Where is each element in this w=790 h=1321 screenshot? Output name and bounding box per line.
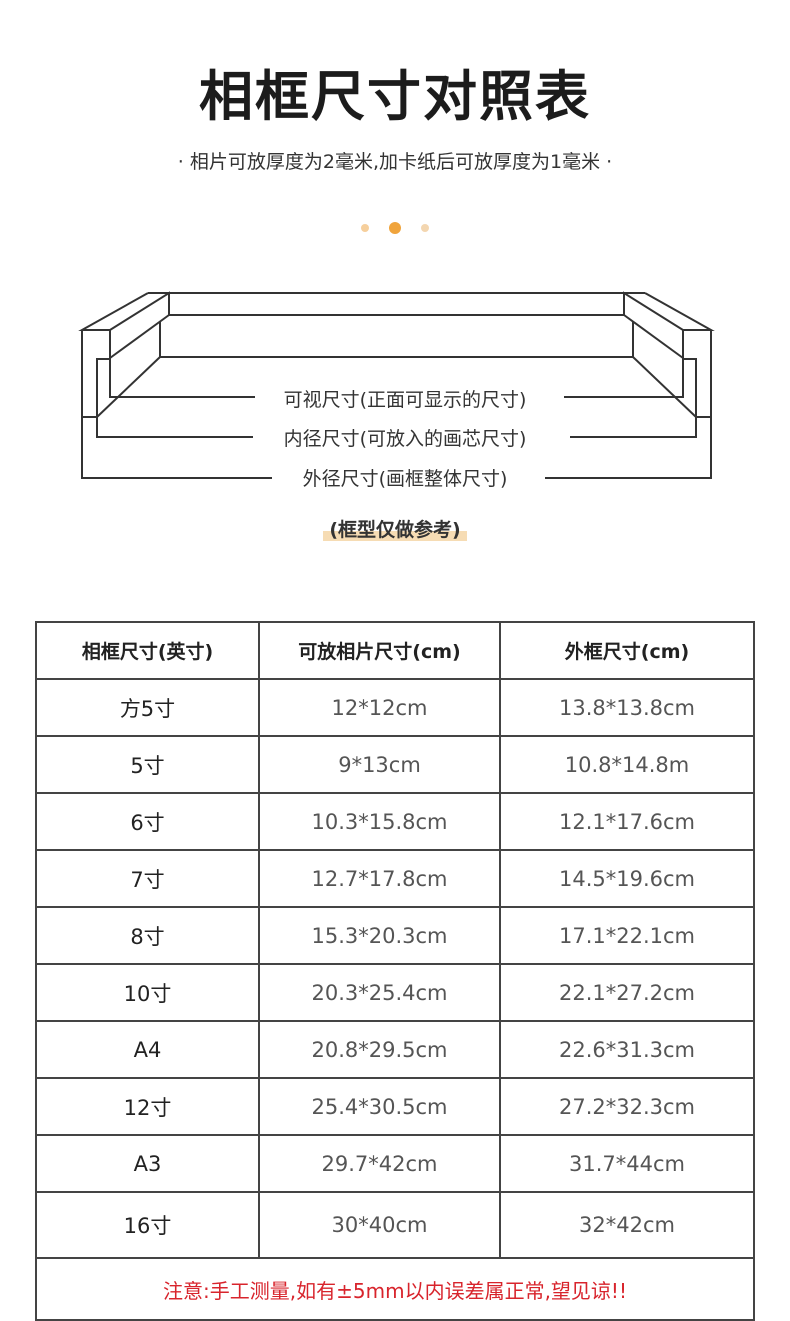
photo-size-cell: 9*13cm [258,735,501,794]
decorative-dots [0,222,790,234]
outer-size-cell: 27.2*32.3cm [499,1077,755,1136]
frame-size-cell: 10寸 [35,963,260,1022]
header-outer-size: 外框尺寸(cm) [499,621,755,680]
photo-size-cell: 12.7*17.8cm [258,849,501,908]
caption: (框型仅做参考) [0,515,790,542]
table-row: 8寸 15.3*20.3cm 17.1*22.1cm [35,906,755,965]
size-table: 相框尺寸(英寸) 可放相片尺寸(cm) 外框尺寸(cm) 方5寸 12*12cm 1… [35,621,755,1321]
photo-size-cell: 12*12cm [258,678,501,737]
caption-text: (框型仅做参考) [323,519,467,541]
dot-icon [421,224,429,232]
table-row: 6寸 10.3*15.8cm 12.1*17.6cm [35,792,755,851]
visible-size-label: 可视尺寸(正面可显示的尺寸) [283,389,527,411]
photo-size-cell: 20.8*29.5cm [258,1020,501,1079]
photo-size-cell: 25.4*30.5cm [258,1077,501,1136]
photo-size-cell: 29.7*42cm [258,1134,501,1193]
frame-size-cell: A4 [35,1020,260,1079]
dot-icon [361,224,369,232]
note-row: 注意:手工测量,如有±5mm以内误差属正常,望见谅!! [35,1257,755,1321]
outer-size-cell: 12.1*17.6cm [499,792,755,851]
outer-size-cell: 22.6*31.3cm [499,1020,755,1079]
frame-right-side [545,291,715,479]
inner-size-label: 内径尺寸(可放入的画芯尺寸) [283,428,527,450]
outer-size-label: 外径尺寸(画框整体尺寸) [302,468,508,490]
subtitle: · 相片可放厚度为2毫米,加卡纸后可放厚度为1毫米 · [177,151,613,173]
frame-diagram [78,291,715,479]
outer-size-cell: 32*42cm [499,1191,755,1259]
table-row: 10寸 20.3*25.4cm 22.1*27.2cm [35,963,755,1022]
frame-size-cell: 8寸 [35,906,260,965]
outer-size-cell: 10.8*14.8m [499,735,755,794]
photo-size-cell: 20.3*25.4cm [258,963,501,1022]
outer-size-cell: 22.1*27.2cm [499,963,755,1022]
outer-size-cell: 13.8*13.8cm [499,678,755,737]
table-row: A3 29.7*42cm 31.7*44cm [35,1134,755,1193]
table-row: A4 20.8*29.5cm 22.6*31.3cm [35,1020,755,1079]
header-frame-size: 相框尺寸(英寸) [35,621,260,680]
measurement-note: 注意:手工测量,如有±5mm以内误差属正常,望见谅!! [35,1257,755,1321]
table-row: 12寸 25.4*30.5cm 27.2*32.3cm [35,1077,755,1136]
frame-size-cell: 7寸 [35,849,260,908]
outer-size-cell: 31.7*44cm [499,1134,755,1193]
frame-size-cell: A3 [35,1134,260,1193]
outer-size-cell: 14.5*19.6cm [499,849,755,908]
frame-size-cell: 6寸 [35,792,260,851]
photo-size-cell: 10.3*15.8cm [258,792,501,851]
dot-icon [389,222,401,234]
page-title: 相框尺寸对照表 [199,65,591,128]
frame-left-side [78,291,272,479]
outer-size-cell: 17.1*22.1cm [499,906,755,965]
frame-size-cell: 12寸 [35,1077,260,1136]
table-row: 7寸 12.7*17.8cm 14.5*19.6cm [35,849,755,908]
table-row: 16寸 30*40cm 32*42cm [35,1191,755,1259]
table-row: 方5寸 12*12cm 13.8*13.8cm [35,678,755,737]
table-row: 5寸 9*13cm 10.8*14.8m [35,735,755,794]
table-header-row: 相框尺寸(英寸) 可放相片尺寸(cm) 外框尺寸(cm) [35,621,755,680]
frame-size-cell: 5寸 [35,735,260,794]
photo-size-cell: 15.3*20.3cm [258,906,501,965]
photo-size-cell: 30*40cm [258,1191,501,1259]
frame-size-cell: 方5寸 [35,678,260,737]
frame-size-cell: 16寸 [35,1191,260,1259]
header-photo-size: 可放相片尺寸(cm) [258,621,501,680]
